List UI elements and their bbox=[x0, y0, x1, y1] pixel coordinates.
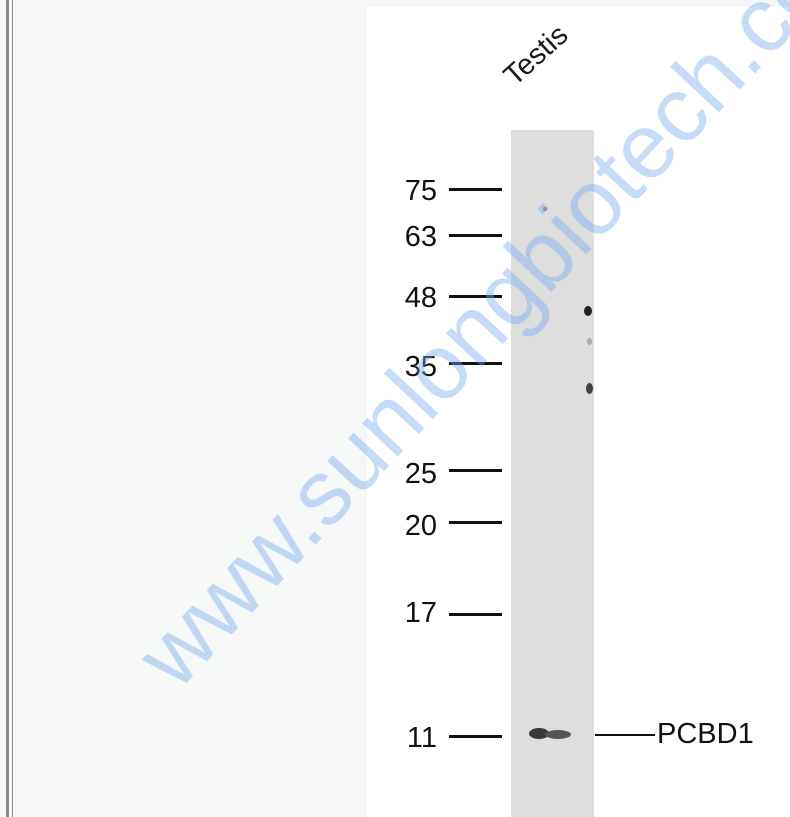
mw-tick-20 bbox=[449, 521, 502, 524]
target-pointer-line bbox=[595, 734, 655, 736]
mw-label-63: 63 bbox=[404, 221, 437, 253]
spot-top bbox=[543, 207, 547, 211]
mw-tick-63 bbox=[449, 234, 502, 237]
mw-label-20: 20 bbox=[404, 510, 437, 542]
blot-lane bbox=[511, 130, 594, 817]
mw-label-35: 35 bbox=[404, 351, 437, 383]
spot-40 bbox=[587, 338, 592, 345]
left-border-line bbox=[6, 0, 9, 817]
mw-tick-48 bbox=[449, 295, 502, 298]
mw-tick-35 bbox=[449, 362, 502, 365]
band-11kda-right bbox=[545, 730, 571, 739]
mw-tick-17 bbox=[449, 613, 502, 616]
mw-label-25: 25 bbox=[404, 458, 437, 490]
left-border-line-inner bbox=[12, 0, 13, 817]
mw-tick-11 bbox=[449, 735, 502, 738]
mw-label-75: 75 bbox=[404, 175, 437, 207]
mw-tick-25 bbox=[449, 469, 502, 472]
mw-label-17: 17 bbox=[404, 597, 437, 629]
mw-tick-75 bbox=[449, 188, 502, 191]
mw-label-11: 11 bbox=[406, 722, 437, 754]
target-label: PCBD1 bbox=[657, 718, 754, 750]
band-11kda bbox=[529, 728, 549, 739]
mw-label-48: 48 bbox=[404, 282, 437, 314]
spot-48 bbox=[584, 306, 592, 316]
spot-35 bbox=[586, 383, 593, 394]
